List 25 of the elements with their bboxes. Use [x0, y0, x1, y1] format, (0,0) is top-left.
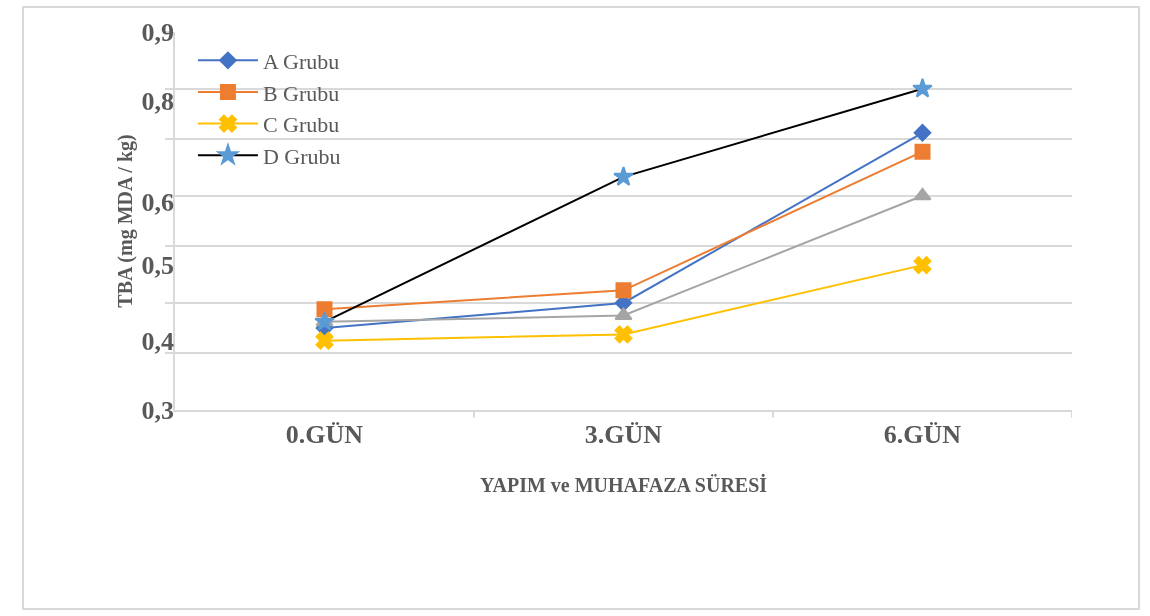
legend-label: B Grubu — [262, 80, 340, 106]
point — [615, 282, 632, 299]
point — [613, 166, 634, 186]
legend-label: A Grubu — [262, 48, 340, 74]
legend-label: D Grubu — [262, 143, 341, 169]
y-tick-label: 0,4 — [141, 326, 174, 356]
point — [614, 325, 633, 344]
x-tick-label: 0.GÜN — [285, 420, 364, 450]
x-tick-label: 3.GÜN — [584, 420, 663, 450]
x-axis-title: YAPIM ve MUHAFAZA SÜRESİ — [479, 473, 768, 497]
point — [316, 301, 333, 318]
y-tick-label: 0,8 — [141, 87, 174, 117]
legend-label: C Grubu — [262, 112, 340, 138]
y-axis-title: TBA (mg MDA / kg) — [113, 134, 137, 308]
x-tick-label: 6.GÜN — [883, 420, 962, 450]
point — [913, 187, 932, 201]
y-tick-label: 0,9 — [141, 18, 174, 48]
y-tick-label: 0,5 — [141, 251, 174, 281]
y-tick-label: 0,6 — [141, 188, 174, 218]
point — [912, 77, 933, 98]
point — [315, 331, 334, 350]
point — [914, 143, 931, 160]
point — [913, 256, 932, 275]
point — [913, 124, 932, 142]
y-tick-label: 0,3 — [141, 396, 174, 426]
